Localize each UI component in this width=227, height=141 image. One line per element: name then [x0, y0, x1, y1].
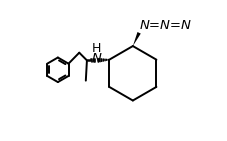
Text: H: H — [92, 42, 101, 55]
Text: N: N — [91, 52, 101, 65]
Polygon shape — [132, 32, 140, 46]
Text: N=N=N: N=N=N — [139, 19, 191, 32]
